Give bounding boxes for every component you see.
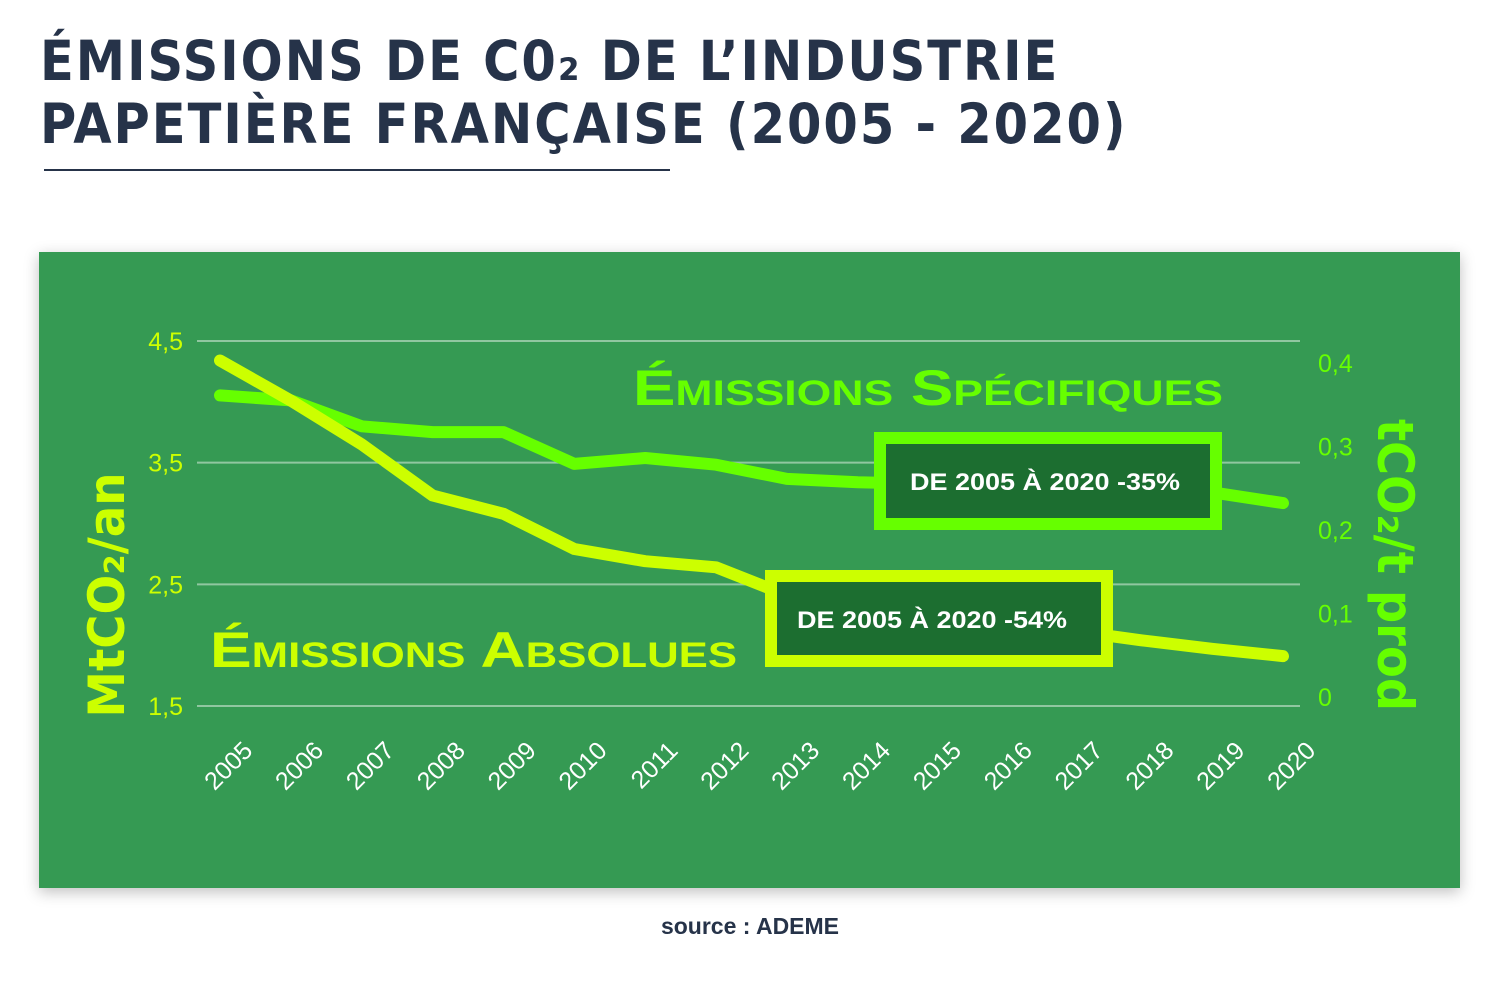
x-tick-label: 2006	[270, 736, 329, 795]
x-tick-label: 2007	[341, 736, 400, 795]
x-tick-label: 2019	[1191, 736, 1250, 795]
x-tick-label: 2010	[553, 736, 612, 795]
right-tick-label: 0	[1318, 684, 1332, 712]
x-tick-label: 2016	[979, 736, 1038, 795]
annotation-box-absolute: DE 2005 À 2020 -54%	[765, 570, 1113, 667]
source-note: source : ADEME	[660, 913, 840, 939]
annotation-box-specific-frame	[874, 432, 1222, 530]
annotation-specific: DE 2005 À 2020 -35%	[910, 468, 1180, 496]
x-tick-label: 2012	[695, 736, 754, 795]
right-tick-label: 0,1	[1318, 601, 1353, 629]
x-tick-label: 2017	[1050, 736, 1109, 795]
x-tick-label: 2005	[199, 736, 258, 795]
left-axis-label: MtCO₂/an	[78, 473, 136, 718]
title-line-1: ÉMISSIONS DE C0₂ DE L’INDUSTRIE	[40, 29, 1060, 93]
page-title: ÉMISSIONS DE C0₂ DE L’INDUSTRIE PAPETIÈR…	[40, 30, 1128, 156]
x-tick-label: 2009	[483, 736, 542, 795]
x-tick-label: 2014	[837, 736, 896, 795]
series-label-specific: Émissions Spécifiques	[633, 360, 1223, 416]
x-tick-label: 2011	[626, 736, 684, 794]
series-label-absolute: Émissions Absolues	[210, 622, 737, 678]
left-axis-ticks: 4,5 3,5 2,5 1,5	[148, 328, 183, 721]
right-tick-label: 0,3	[1318, 434, 1353, 462]
annotation-absolute: DE 2005 À 2020 -54%	[797, 606, 1067, 634]
x-tick-label: 2020	[1262, 736, 1321, 795]
x-tick-label: 2008	[412, 736, 471, 795]
left-tick-label: 3,5	[148, 450, 183, 478]
title-underline	[44, 169, 670, 171]
annotation-box-specific: DE 2005 À 2020 -35%	[874, 432, 1222, 530]
right-tick-label: 0,2	[1318, 517, 1353, 545]
left-tick-label: 4,5	[148, 328, 183, 356]
right-tick-label: 0,4	[1318, 350, 1353, 378]
x-tick-label: 2013	[766, 736, 825, 795]
x-axis-ticks: 2005 2006 2007 2008 2009 2010 2011 2012 2013 2014…	[199, 736, 1321, 795]
right-axis-ticks: 0,4 0,3 0,2 0,1 0	[1318, 350, 1353, 712]
annotation-box-absolute-frame	[765, 570, 1113, 667]
right-axis-label: tCO₂/t prod	[1366, 419, 1424, 711]
chart-panel	[39, 252, 1460, 888]
left-tick-label: 2,5	[148, 571, 183, 599]
x-tick-label: 2015	[908, 736, 967, 795]
x-tick-label: 2018	[1120, 736, 1179, 795]
title-line-2: PAPETIÈRE FRANÇAISE (2005 - 2020)	[40, 92, 1128, 156]
left-tick-label: 1,5	[148, 693, 183, 721]
